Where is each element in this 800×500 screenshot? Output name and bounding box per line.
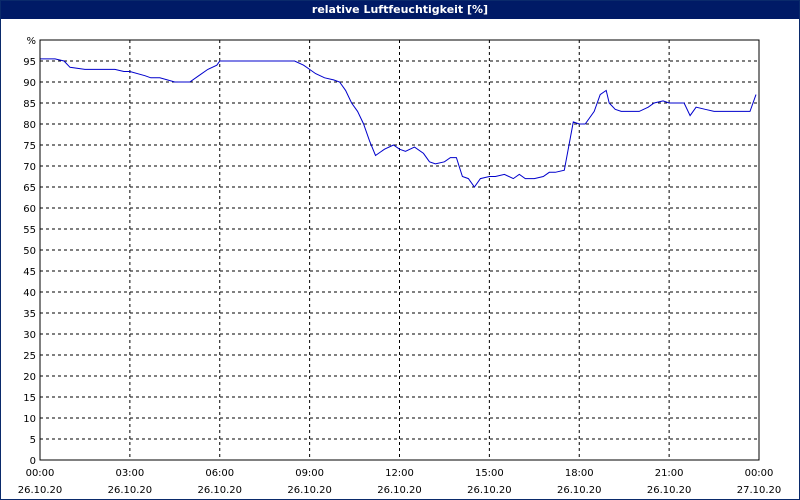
- y-tick-label: 90: [23, 78, 36, 89]
- y-tick-label: 5: [30, 435, 36, 446]
- y-tick-label: 45: [23, 267, 36, 278]
- plot-area-border: [39, 39, 760, 461]
- y-tick-label: 10: [23, 414, 36, 425]
- x-tick-date-label: 27.10.20: [737, 485, 782, 496]
- y-tick-label: 50: [23, 246, 36, 257]
- x-tick-time-label: 00:00: [745, 468, 774, 479]
- axis-labels: 0 5 10 15 20 25 30 35 40 45 50 55 60 65 70 75 80 85 90 95% 0…: [18, 36, 782, 496]
- x-tick-time-label: 06:00: [205, 468, 234, 479]
- humidity-series-line: [40, 58, 757, 188]
- grid-lines: [40, 40, 759, 460]
- x-tick-time-label: 09:00: [295, 468, 324, 479]
- y-tick-label: 75: [23, 141, 36, 152]
- y-tick-label: 20: [23, 372, 36, 383]
- x-tick-date-label: 26.10.20: [377, 485, 422, 496]
- x-tick-date-label: 26.10.20: [557, 485, 602, 496]
- y-tick-label: 35: [23, 309, 36, 320]
- y-tick-label: 15: [23, 393, 36, 404]
- y-tick-label: 30: [23, 330, 36, 341]
- y-tick-label: 40: [23, 288, 36, 299]
- x-tick-date-label: 26.10.20: [197, 485, 242, 496]
- y-unit-label: %: [26, 36, 36, 47]
- y-tick-label: 0: [30, 456, 36, 467]
- x-tick-time-label: 00:00: [26, 468, 55, 479]
- x-tick-time-label: 15:00: [475, 468, 504, 479]
- x-tick-date-label: 26.10.20: [647, 485, 692, 496]
- y-tick-label: 65: [23, 183, 36, 194]
- y-tick-label: 85: [23, 99, 36, 110]
- x-tick-date-label: 26.10.20: [467, 485, 512, 496]
- x-tick-time-label: 21:00: [655, 468, 684, 479]
- y-tick-label: 80: [23, 120, 36, 131]
- y-tick-label: 95: [23, 57, 36, 68]
- y-tick-label: 25: [23, 351, 36, 362]
- chart-title: relative Luftfeuchtigkeit [%]: [1, 1, 799, 19]
- y-tick-label: 60: [23, 204, 36, 215]
- x-tick-date-label: 26.10.20: [18, 485, 63, 496]
- y-tick-label: 70: [23, 162, 36, 173]
- y-tick-label: 55: [23, 225, 36, 236]
- x-tick-date-label: 26.10.20: [108, 485, 153, 496]
- x-tick-time-label: 18:00: [565, 468, 594, 479]
- series-layer: [40, 58, 757, 188]
- x-tick-time-label: 12:00: [385, 468, 414, 479]
- x-tick-date-label: 26.10.20: [287, 485, 332, 496]
- x-tick-time-label: 03:00: [115, 468, 144, 479]
